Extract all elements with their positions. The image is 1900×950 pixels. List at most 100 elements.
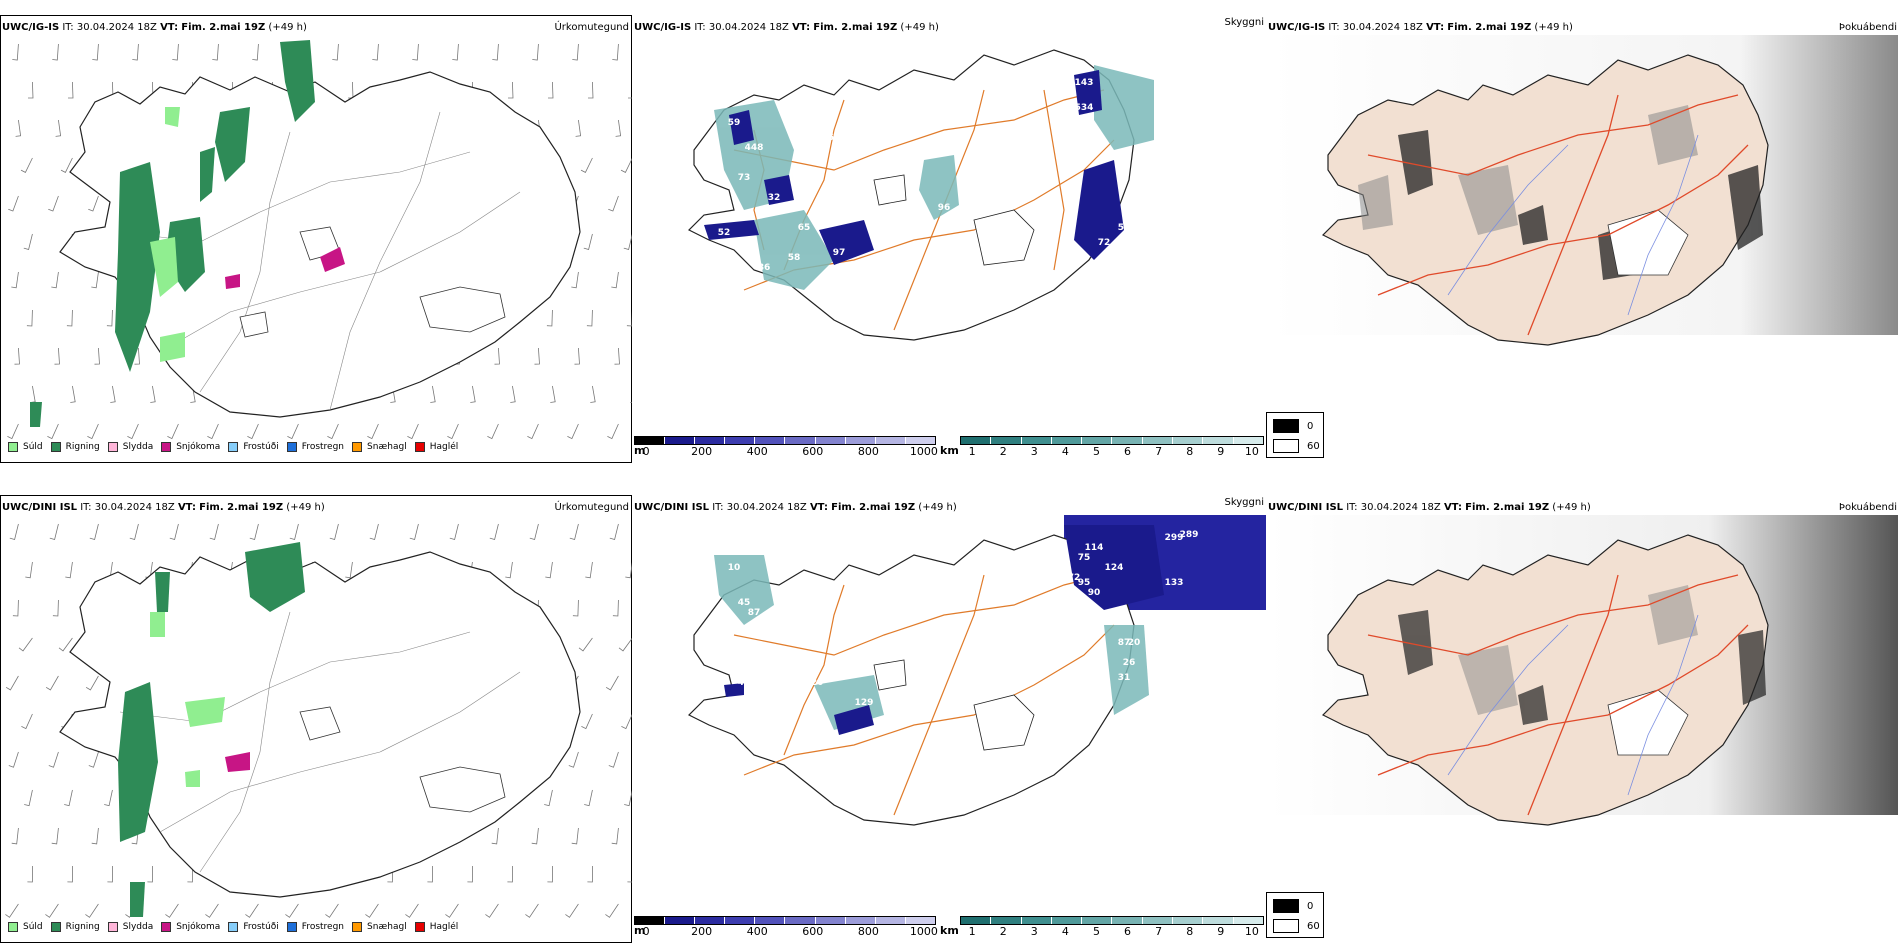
wind-barb: [409, 523, 419, 541]
fog-legend-swatch: [1273, 919, 1299, 933]
ceiling-value-label: 58: [788, 253, 801, 263]
ceiling-value-label: 97: [833, 248, 846, 258]
wind-barb: [608, 751, 619, 768]
wind-barb: [430, 385, 436, 403]
wind-barb: [452, 43, 459, 61]
precip-header-2: UWC/DINI ISL IT: 30.04.2024 18Z VT: Fim.…: [2, 502, 325, 513]
wind-barb: [621, 713, 632, 730]
wind-barb: [87, 423, 99, 440]
precip-legend-item: Súld: [8, 442, 43, 452]
wind-barb: [369, 523, 379, 541]
legend-label: Snjókoma: [176, 442, 221, 452]
wind-barb: [11, 827, 19, 845]
colorbar-tick-label: 1: [968, 925, 976, 938]
it-value: 30.04.2024 18Z: [726, 502, 807, 513]
vt-value: Fim. 2.mai 19Z: [199, 502, 284, 513]
ceiling-value-label: 101: [875, 253, 894, 263]
it-label: IT:: [1328, 22, 1340, 33]
colorbar-tick-label: 7: [1155, 925, 1163, 938]
colorbar-tick-label: 5: [1092, 925, 1100, 938]
wind-barb: [510, 385, 516, 403]
wind-barb: [47, 423, 59, 440]
colorbar-swatch: [1021, 437, 1052, 444]
ceiling-value-label: 180: [1065, 593, 1084, 603]
wind-barb: [8, 195, 19, 212]
legend-label: Snæhagl: [367, 922, 407, 932]
colorbar-swatch: [635, 917, 666, 924]
precip-legend-item: Snjókoma: [161, 922, 220, 932]
fog-legend-swatch: [1273, 439, 1299, 453]
legend-swatch: [352, 442, 363, 452]
wind-barb: [104, 789, 113, 807]
wind-barb: [329, 523, 339, 541]
precip-legend-item: Snæhagl: [352, 922, 407, 932]
wind-barb: [572, 43, 579, 61]
ceiling-value-label: 20: [1128, 638, 1141, 648]
glaciers: [1607, 209, 1689, 276]
wind-barb: [527, 423, 539, 440]
wind-barb: [107, 865, 113, 883]
colorbar-swatch: [725, 917, 756, 924]
colorbar-tick-label: 9: [1217, 925, 1225, 938]
ceiling-value-label: 119: [895, 703, 914, 713]
wind-barb: [91, 271, 99, 289]
wind-barb: [58, 637, 73, 652]
wind-barb: [60, 157, 73, 173]
ceiling-value-label: 53: [788, 353, 801, 363]
colorbar-swatch: [1021, 917, 1052, 924]
wind-barb: [491, 827, 499, 845]
visibility-colorbar-2: 1 2 3 4 5 6 7 8 9 10: [960, 916, 1264, 938]
legend-swatch: [286, 442, 297, 452]
wind-barb: [245, 903, 259, 918]
wind-barb: [28, 81, 34, 99]
wind-barb: [590, 385, 596, 403]
ceiling-colorbar-2: 0 200 400 600 800 1000: [634, 916, 938, 938]
wind-barb: [24, 789, 33, 807]
wind-barb: [620, 157, 632, 173]
ceiling-colorbar-1: 0 200 400 600 800 1000: [634, 436, 938, 458]
cloud-header-2: UWC/DINI ISL IT: 30.04.2024 18Z VT: Fim.…: [634, 502, 957, 513]
precip-legend-item: Snjókoma: [161, 442, 220, 452]
colorbar-swatch: [815, 437, 846, 444]
wind-barb: [628, 97, 632, 99]
ceiling-value-label: 59: [808, 343, 821, 353]
wind-barb: [489, 523, 499, 541]
wind-barb: [51, 271, 59, 289]
colorbar-tick-label: 400: [746, 925, 768, 938]
precip-map-frame-2: [0, 495, 632, 943]
wind-barb: [630, 401, 632, 403]
vt-label: VT:: [792, 22, 811, 33]
visibility-colorbar-ticks: 1 2 3 4 5 6 7 8 9 10: [960, 445, 1264, 458]
colorbar-swatch: [961, 917, 992, 924]
wind-barb: [91, 827, 99, 845]
colorbar-swatch: [1142, 917, 1174, 924]
fog-legend-swatch: [1273, 899, 1299, 913]
colorbar-swatch: [1173, 437, 1204, 444]
colorbar-swatch: [845, 917, 876, 924]
it-label: IT:: [712, 502, 724, 513]
ceiling-value-label: 129: [855, 698, 874, 708]
precip-legend-item: Rigning: [50, 922, 100, 932]
glaciers: [873, 174, 1035, 266]
ceiling-value-label: 57: [813, 323, 826, 333]
ceiling-unit-1: m: [634, 444, 646, 457]
colorbar-tick-label: 200: [691, 925, 713, 938]
fog-title-2: Þokuábendi: [1838, 502, 1897, 513]
wind-barb: [85, 903, 99, 918]
colorbar-tick-label: 6: [1124, 925, 1132, 938]
wind-barb: [485, 903, 499, 918]
colorbar-swatch: [635, 437, 666, 444]
legend-label: Rigning: [65, 922, 100, 932]
wind-barb: [190, 385, 196, 403]
legend-swatch: [8, 922, 18, 932]
it-value: 30.04.2024 18Z: [1360, 502, 1441, 513]
wind-barb: [169, 523, 179, 541]
legend-swatch: [414, 442, 425, 452]
wind-barb: [49, 523, 59, 541]
wind-barb: [427, 865, 433, 883]
wind-barb: [5, 675, 19, 691]
legend-swatch: [228, 442, 239, 452]
precip-title-2: Úrkomutegund: [554, 502, 629, 513]
wind-barb: [365, 903, 379, 918]
colorbar-swatch: [665, 917, 696, 924]
